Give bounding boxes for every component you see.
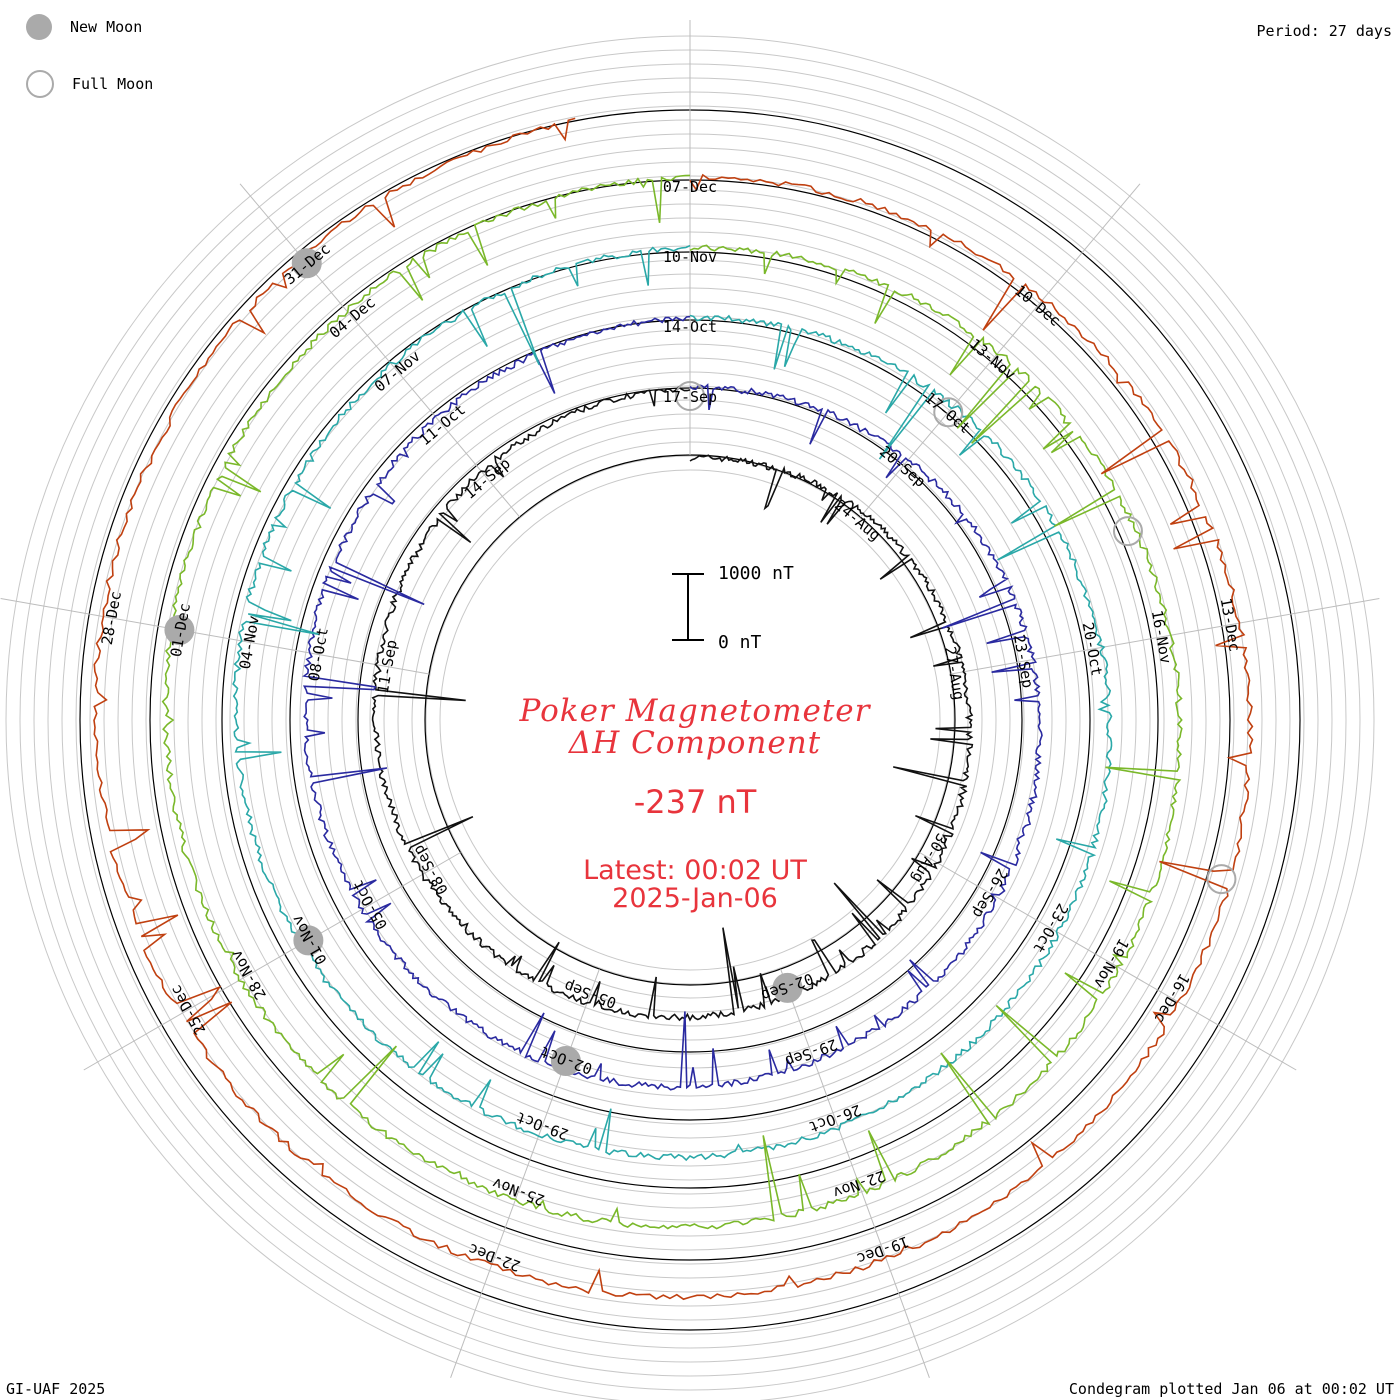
date-label: 28-Nov — [227, 947, 270, 1003]
date-label: 22-Nov — [830, 1167, 887, 1202]
date-label: 19-Dec — [854, 1232, 911, 1267]
full-moon-icon — [26, 70, 54, 98]
date-label: 25-Nov — [490, 1174, 547, 1209]
new-moon-marker — [772, 972, 803, 1003]
footer-credit: GI-UAF 2025 — [6, 1380, 106, 1398]
date-label: 14-Oct — [663, 318, 717, 336]
date-label: 05-Oct — [349, 877, 392, 933]
legend-full-moon: Full Moon — [26, 70, 153, 98]
period-label: Period: 27 days — [1256, 22, 1392, 40]
grid-circle — [383, 413, 997, 1027]
day-ticks — [0, 20, 1380, 1378]
trace-rotation-2 — [302, 315, 1043, 1091]
spoke-line — [859, 183, 1141, 518]
date-labels: 24-Aug27-Aug30-Aug02-Sep05-Sep08-Sep11-S… — [98, 178, 1244, 1275]
grid-circle — [341, 371, 1039, 1069]
legend-full-moon-label: Full Moon — [72, 75, 154, 93]
date-label: 31-Dec — [281, 240, 334, 289]
spoke-line — [450, 968, 600, 1378]
new-moon-marker — [291, 248, 322, 279]
grid-circle — [327, 357, 1053, 1083]
date-label: 13-Dec — [1217, 596, 1244, 652]
data-traces — [93, 117, 1254, 1301]
date-label: 20-Oct — [1079, 621, 1106, 677]
date-label: 27-Aug — [941, 645, 968, 701]
date-label: 19-Nov — [1090, 935, 1133, 991]
date-label: 28-Dec — [98, 590, 125, 646]
scale-top-label: 1000 nT — [718, 563, 794, 584]
date-label: 25-Dec — [167, 982, 210, 1038]
date-label: 08-Oct — [305, 626, 332, 682]
full-moon-marker — [1112, 516, 1143, 547]
date-label: 10-Nov — [663, 248, 717, 266]
date-label: 04-Nov — [236, 614, 263, 670]
date-label: 22-Dec — [466, 1240, 523, 1275]
trace-rotation-4 — [161, 174, 1183, 1230]
grid-circles — [5, 35, 1375, 1400]
date-label: 04-Dec — [326, 293, 379, 342]
date-label: 14-Sep — [461, 454, 514, 503]
moon-markers — [164, 248, 1237, 1077]
date-label: 08-Sep — [409, 842, 452, 898]
new-moon-marker — [550, 1046, 581, 1077]
date-label: 05-Sep — [562, 977, 619, 1012]
spoke-line — [83, 852, 461, 1071]
scale-bottom-label: 0 nT — [718, 632, 762, 653]
spoke-line — [780, 968, 930, 1378]
scale-bar — [672, 573, 704, 641]
grid-circle — [411, 441, 969, 999]
legend-new-moon-label: New Moon — [70, 18, 143, 36]
full-moon-marker — [1206, 864, 1237, 895]
date-label: 26-Oct — [806, 1101, 863, 1136]
grid-circle — [313, 343, 1067, 1097]
date-label: 24-Aug — [831, 496, 884, 545]
spoke-line — [0, 597, 430, 675]
new-moon-marker — [293, 925, 324, 956]
new-moon-marker — [164, 614, 195, 645]
date-label: 11-Oct — [416, 401, 469, 450]
trace-rotation-5 — [93, 117, 1254, 1301]
grid-circle — [425, 455, 955, 985]
full-moon-marker — [675, 381, 705, 411]
spoke-line — [239, 183, 521, 518]
grid-circle — [355, 385, 1025, 1055]
date-label: 17-Sep — [663, 388, 717, 406]
new-moon-icon — [26, 14, 52, 40]
trace-rotation-3 — [232, 244, 1113, 1162]
date-label: 16-Nov — [1148, 609, 1175, 665]
legend-new-moon: New Moon — [26, 14, 142, 40]
grid-circle — [439, 469, 941, 971]
date-label: 07-Dec — [663, 178, 717, 196]
baseline-circle — [357, 387, 1023, 1053]
spoke-line — [919, 852, 1297, 1071]
date-label: 11-Sep — [374, 638, 401, 694]
trace-rotation-1 — [371, 386, 974, 1022]
footer-plotted: Condegram plotted Jan 06 at 00:02 UT — [1068, 1380, 1394, 1398]
date-label: 23-Sep — [1010, 633, 1037, 689]
date-label: 23-Oct — [1029, 900, 1072, 956]
full-moon-marker — [933, 397, 964, 428]
spoke-line — [950, 597, 1380, 675]
